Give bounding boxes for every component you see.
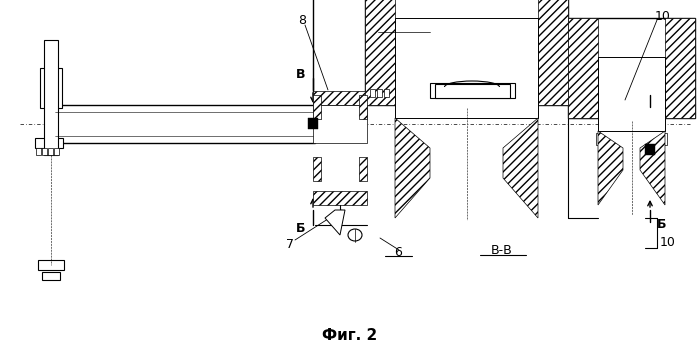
Bar xyxy=(359,157,367,181)
Bar xyxy=(430,83,515,98)
Text: В: В xyxy=(296,67,306,80)
Polygon shape xyxy=(503,118,538,218)
Text: В: В xyxy=(657,86,666,99)
Bar xyxy=(384,89,389,97)
Polygon shape xyxy=(598,131,623,205)
Bar xyxy=(365,0,568,105)
Polygon shape xyxy=(640,131,665,205)
Bar xyxy=(35,138,63,148)
Bar xyxy=(359,95,367,119)
Polygon shape xyxy=(435,84,510,98)
Bar xyxy=(308,118,318,129)
Text: 10: 10 xyxy=(655,9,671,23)
Bar xyxy=(365,0,395,105)
Bar xyxy=(313,191,367,205)
Bar xyxy=(313,95,321,119)
Text: 8: 8 xyxy=(298,13,306,27)
Bar xyxy=(42,148,47,155)
Bar xyxy=(377,89,382,97)
Bar xyxy=(42,272,60,280)
Text: Б: Б xyxy=(296,222,306,234)
Bar xyxy=(370,89,375,97)
Bar xyxy=(44,40,58,155)
Text: 10: 10 xyxy=(660,237,676,249)
Bar xyxy=(313,0,367,95)
Bar xyxy=(313,105,367,143)
Text: Фиг. 2: Фиг. 2 xyxy=(323,328,377,343)
Bar xyxy=(568,18,598,118)
Polygon shape xyxy=(395,118,430,218)
Bar xyxy=(598,57,665,131)
Text: 6: 6 xyxy=(394,245,402,258)
Bar xyxy=(313,91,367,105)
Bar xyxy=(568,18,695,118)
Text: 7: 7 xyxy=(286,237,294,250)
Bar xyxy=(48,148,53,155)
Bar xyxy=(54,148,59,155)
Bar xyxy=(36,148,41,155)
Bar xyxy=(313,157,321,181)
Bar xyxy=(645,144,655,155)
Bar xyxy=(596,133,601,145)
Bar xyxy=(38,260,64,270)
Ellipse shape xyxy=(348,229,362,241)
Bar xyxy=(665,18,695,118)
Bar xyxy=(538,0,568,105)
Polygon shape xyxy=(325,210,345,235)
Bar xyxy=(662,133,667,145)
Text: В-В: В-В xyxy=(491,244,513,257)
Bar xyxy=(55,105,315,143)
Text: А-А: А-А xyxy=(394,20,416,32)
Bar xyxy=(395,18,538,118)
Bar xyxy=(40,68,62,108)
Text: Б: Б xyxy=(657,218,666,232)
